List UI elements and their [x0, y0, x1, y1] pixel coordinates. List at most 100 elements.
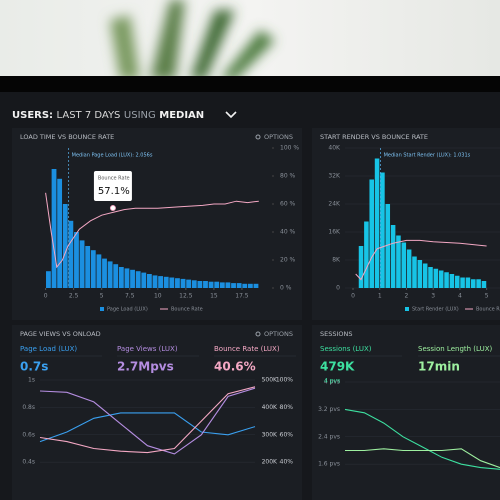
stat-label: Page Views (LUX) — [117, 345, 178, 353]
bar — [449, 274, 455, 288]
y-tick-label: 24K — [328, 201, 341, 208]
stat-sub: 4 pvs — [324, 378, 340, 385]
bar — [74, 232, 79, 288]
y-tick-label: 40K — [328, 145, 341, 152]
bar — [57, 178, 63, 288]
bar — [124, 268, 130, 288]
bar — [390, 225, 396, 288]
stat-value: 0.7s — [20, 360, 48, 374]
stat-label: Bounce Rate (LUX) — [214, 345, 280, 353]
line — [345, 448, 500, 469]
panel-title: START RENDER VS BOUNCE RATE — [320, 133, 428, 141]
options[interactable]: OPTIONS — [264, 330, 293, 338]
bar — [374, 158, 380, 288]
x-tick-label: 17.5 — [235, 293, 249, 300]
bar — [191, 280, 197, 288]
line — [39, 412, 256, 443]
bar — [68, 220, 74, 288]
plant — [110, 0, 275, 80]
bar — [186, 279, 192, 288]
bar — [364, 221, 369, 288]
legend-label: Start Render (LUX) — [412, 307, 459, 313]
x-tick-label: 4 — [458, 293, 462, 300]
y-tick-label: 3.2 pvs — [318, 406, 340, 413]
bar — [96, 254, 102, 288]
y2-tick-label: 200K — [262, 459, 278, 466]
bar — [158, 276, 164, 288]
bar — [433, 268, 439, 288]
bar — [208, 281, 214, 288]
bar — [460, 277, 465, 288]
y-tick-label: 16K — [328, 229, 341, 236]
legend-label: Bounce Rate — [171, 307, 203, 313]
bar — [369, 179, 374, 288]
bounce-line — [45, 192, 259, 269]
bar — [163, 276, 169, 288]
annotation: Median Page Load (LUX): 2.056s — [72, 153, 153, 159]
x-tick-label: 7.5 — [125, 293, 135, 300]
bar — [102, 258, 107, 288]
y2-tick-label: 100 % — [280, 145, 299, 152]
bar — [107, 261, 113, 288]
tooltip-value: 57.1% — [98, 186, 130, 197]
y-tick-label: 0.8s — [22, 404, 35, 411]
bar — [214, 281, 220, 288]
header-part: USERS: — [12, 110, 53, 121]
x-tick-label: 2.5 — [69, 293, 79, 300]
bar — [141, 272, 147, 288]
bar — [454, 275, 460, 288]
bar — [236, 283, 242, 288]
bar — [465, 277, 471, 288]
bar — [438, 270, 444, 288]
bar — [444, 272, 449, 288]
x-tick-label: 0 — [44, 293, 48, 300]
bar — [476, 279, 481, 288]
bar — [197, 281, 203, 288]
stat-value: 479K — [320, 360, 355, 374]
bar — [203, 281, 208, 288]
stat-value: 40.6% — [214, 360, 256, 374]
y-tick-label: 2.4 pvs — [318, 433, 340, 440]
stat-label: Session Length (LUX) — [418, 345, 493, 353]
bar — [428, 267, 433, 288]
panel-title: PAGE VIEWS VS ONLOAD — [20, 330, 101, 338]
bar — [253, 283, 259, 288]
options[interactable]: OPTIONS — [264, 133, 293, 141]
line — [39, 387, 256, 455]
bar — [51, 169, 57, 288]
background-wall — [0, 0, 500, 80]
x-tick-label: 12.5 — [179, 293, 193, 300]
x-tick-label: 5 — [100, 293, 104, 300]
plot — [45, 148, 259, 288]
line — [39, 386, 256, 454]
bar — [130, 269, 135, 288]
header-title: USERS: LAST 7 DAYS USING MEDIAN — [12, 110, 204, 121]
bar — [85, 246, 91, 288]
bounce-line — [355, 239, 487, 281]
bar — [152, 275, 158, 288]
panel-title: LOAD TIME VS BOUNCE RATE — [20, 133, 114, 141]
bar — [135, 271, 141, 288]
bar — [471, 279, 476, 288]
bar — [231, 283, 236, 288]
chevron[interactable] — [225, 111, 237, 119]
tooltip-name: Bounce Rate — [98, 176, 130, 182]
bar — [396, 235, 401, 288]
y3-tick-label: 100% — [276, 377, 293, 384]
y3-tick-label: 40% — [280, 459, 294, 466]
bar — [169, 277, 175, 288]
header-part: LAST 7 DAYS — [57, 110, 121, 121]
y-tick-label: 4 pvs — [324, 379, 340, 386]
y-tick-label: 0.6s — [22, 431, 35, 438]
legend-swatch — [405, 307, 409, 311]
options-icon — [255, 331, 261, 337]
y2-tick-label: 80 % — [280, 173, 296, 180]
x-tick-label: 3 — [431, 293, 435, 300]
y-tick-label: 1s — [28, 377, 35, 384]
y2-tick-label: 500K — [262, 377, 278, 384]
y-tick-label: 32K — [328, 173, 341, 180]
stat-label: Page Load (LUX) — [20, 345, 77, 353]
y2-tick-label: 400K — [262, 404, 278, 411]
stat-value: 17min — [418, 360, 460, 374]
